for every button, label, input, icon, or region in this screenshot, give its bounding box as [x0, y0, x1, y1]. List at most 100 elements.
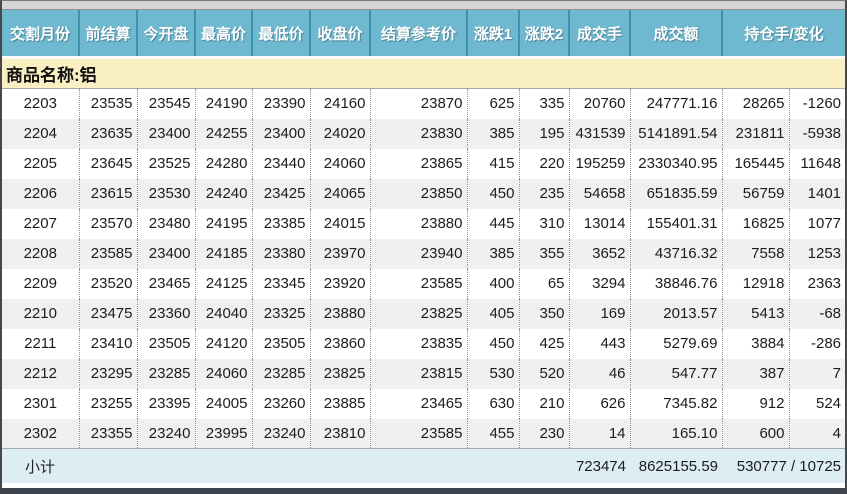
value-cell: 530 [467, 358, 520, 389]
column-header-3: 今开盘 [137, 10, 196, 59]
value-cell: 56759 [722, 178, 790, 209]
value-cell: 24195 [195, 208, 253, 239]
value-cell: 24280 [195, 148, 253, 179]
delivery-month-cell: 2211 [2, 328, 80, 359]
table-row-2301[interactable]: 2301 23255 23395 24005 23260 23885 23465 630 210… [2, 388, 845, 419]
table-row-2203[interactable]: 2203 23535 23545 24190 23390 24160 23870 625 335… [2, 88, 845, 119]
value-cell: 23255 [79, 388, 138, 419]
value-cell: 24040 [195, 298, 253, 329]
delivery-month-cell: 2206 [2, 178, 80, 209]
value-cell: 11648 [789, 148, 845, 179]
value-cell: 4 [789, 418, 845, 449]
value-cell: 425 [519, 328, 570, 359]
value-cell: 23585 [370, 418, 468, 449]
value-cell: 415 [467, 148, 520, 179]
value-cell: 23545 [137, 88, 196, 119]
commodity-row: 商品名称:铝 [2, 57, 845, 89]
value-cell: 23570 [79, 208, 138, 239]
column-header-11: 成交额 [630, 10, 723, 59]
value-cell: 431539 [569, 118, 631, 149]
subtotal-volume: 723474 [569, 448, 630, 483]
delivery-month-cell: 2301 [2, 388, 80, 419]
value-cell: 24125 [195, 268, 253, 299]
value-cell: 23525 [137, 148, 196, 179]
table-row-2204[interactable]: 2204 23635 23400 24255 23400 24020 23830 385 195… [2, 118, 845, 149]
value-cell: 23395 [137, 388, 196, 419]
table-row-2302[interactable]: 2302 23355 23240 23995 23240 23810 23585 455 230… [2, 418, 845, 449]
value-cell: 155401.31 [630, 208, 723, 239]
value-cell: 630 [467, 388, 520, 419]
delivery-month-cell: 2210 [2, 298, 80, 329]
value-cell: 24240 [195, 178, 253, 209]
value-cell: 12918 [722, 268, 790, 299]
value-cell: 912 [722, 388, 790, 419]
subtotal-label: 小计 [2, 448, 79, 483]
value-cell: 7 [789, 358, 845, 389]
column-header-9: 涨跌2 [519, 10, 570, 59]
value-cell: 5141891.54 [630, 118, 723, 149]
value-cell: 23535 [79, 88, 138, 119]
value-cell: 625 [467, 88, 520, 119]
value-cell: 230 [519, 418, 570, 449]
value-cell: 23865 [370, 148, 468, 179]
delivery-month-cell: 2302 [2, 418, 80, 449]
value-cell: 14 [569, 418, 631, 449]
value-cell: 24255 [195, 118, 253, 149]
value-cell: 3884 [722, 328, 790, 359]
value-cell: 23360 [137, 298, 196, 329]
value-cell: 24005 [195, 388, 253, 419]
subtotal-spacer [79, 448, 569, 483]
delivery-month-cell: 2205 [2, 148, 80, 179]
table-row-2212[interactable]: 2212 23295 23285 24060 23285 23825 23815 530 520… [2, 358, 845, 389]
value-cell: 23860 [310, 328, 371, 359]
table-row-2207[interactable]: 2207 23570 23480 24195 23385 24015 23880 445 310… [2, 208, 845, 239]
value-cell: 23285 [252, 358, 311, 389]
value-cell: 23380 [252, 238, 311, 269]
table-row-2208[interactable]: 2208 23585 23400 24185 23380 23970 23940 385 355… [2, 238, 845, 269]
table-row-2205[interactable]: 2205 23645 23525 24280 23440 24060 23865 415 220… [2, 148, 845, 179]
value-cell: -286 [789, 328, 845, 359]
column-header-7: 结算参考价 [370, 10, 468, 59]
value-cell: 169 [569, 298, 631, 329]
value-cell: 400 [467, 268, 520, 299]
header-row: 交割月份 前结算 今开盘 最高价 最低价 收盘价 结算参考价 涨跌1 涨跌2 成交手 成交额 持仓手/… [2, 10, 845, 59]
table-row-2211[interactable]: 2211 23410 23505 24120 23505 23860 23835 450 425… [2, 328, 845, 359]
table-row-2209[interactable]: 2209 23520 23465 24125 23345 23920 23585 400 65 3… [2, 268, 845, 299]
value-cell: 23385 [252, 208, 311, 239]
table-row-2206[interactable]: 2206 23615 23530 24240 23425 24065 23850 450 235… [2, 178, 845, 209]
value-cell: 23920 [310, 268, 371, 299]
value-cell: 23505 [137, 328, 196, 359]
value-cell: 24060 [195, 358, 253, 389]
value-cell: 405 [467, 298, 520, 329]
value-cell: 23615 [79, 178, 138, 209]
value-cell: 23240 [137, 418, 196, 449]
value-cell: 450 [467, 178, 520, 209]
value-cell: 231811 [722, 118, 790, 149]
value-cell: 2330340.95 [630, 148, 723, 179]
delivery-month-cell: 2212 [2, 358, 80, 389]
value-cell: 28265 [722, 88, 790, 119]
value-cell: 350 [519, 298, 570, 329]
value-cell: 1253 [789, 238, 845, 269]
value-cell: 247771.16 [630, 88, 723, 119]
value-cell: 23585 [370, 268, 468, 299]
value-cell: 23970 [310, 238, 371, 269]
value-cell: 38846.76 [630, 268, 723, 299]
value-cell: 547.77 [630, 358, 723, 389]
value-cell: 165.10 [630, 418, 723, 449]
value-cell: 445 [467, 208, 520, 239]
value-cell: 387 [722, 358, 790, 389]
value-cell: 23400 [252, 118, 311, 149]
value-cell: 13014 [569, 208, 631, 239]
value-cell: 23995 [195, 418, 253, 449]
value-cell: 23585 [79, 238, 138, 269]
table-row-2210[interactable]: 2210 23475 23360 24040 23325 23880 23825 405 350… [2, 298, 845, 329]
value-cell: 450 [467, 328, 520, 359]
value-cell: 54658 [569, 178, 631, 209]
value-cell: 23810 [310, 418, 371, 449]
subtotal-turnover: 8625155.59 [630, 448, 722, 483]
column-header-4: 最高价 [195, 10, 253, 59]
value-cell: 23465 [370, 388, 468, 419]
value-cell: 23440 [252, 148, 311, 179]
